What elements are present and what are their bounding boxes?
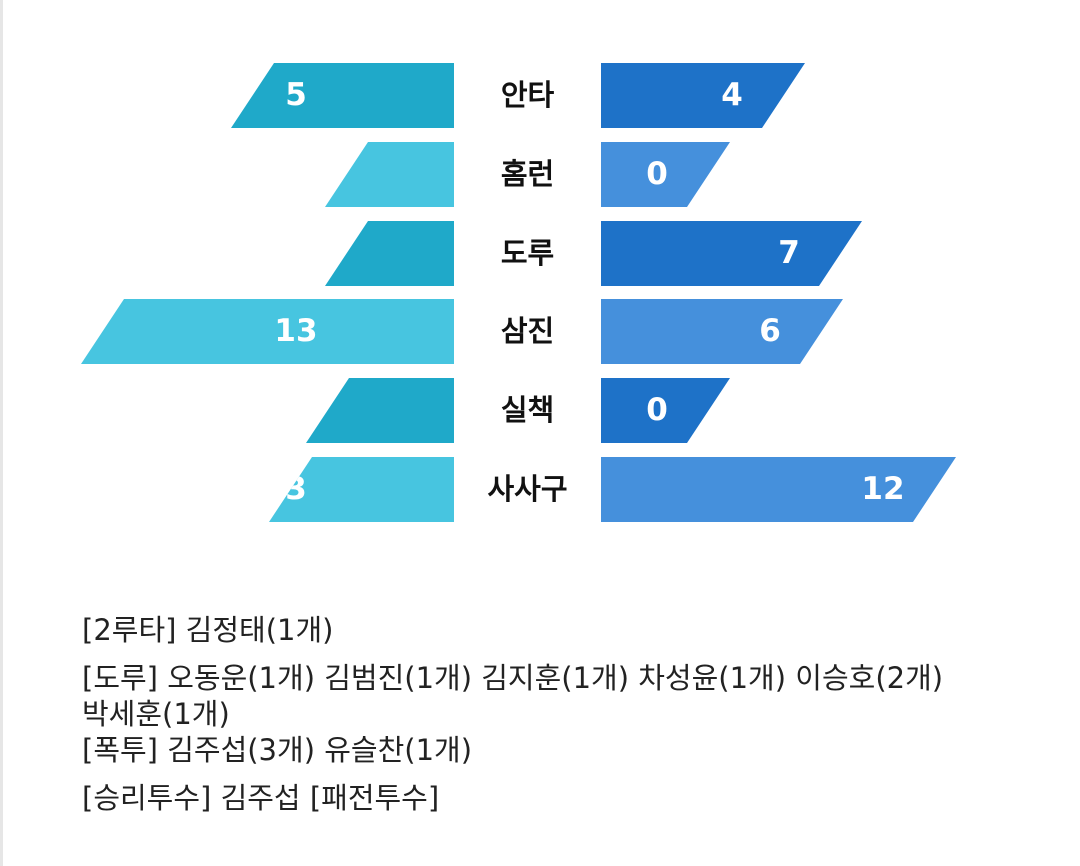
home-bar: 12: [601, 457, 956, 522]
away-bar: 0: [325, 142, 454, 207]
home-value: 7: [778, 235, 800, 271]
stat-label: 도루: [500, 236, 555, 270]
stat-label: 삼진: [500, 314, 555, 348]
stat-label: 사사구: [487, 472, 568, 506]
away-bar: 3: [269, 457, 454, 522]
note-steals-cont: 박세훈(1개): [82, 697, 230, 731]
home-value: 0: [646, 156, 668, 192]
away-value: 5: [285, 77, 307, 113]
stat-row-errors: 1 실책 0: [0, 378, 1080, 443]
home-value: 6: [759, 313, 781, 349]
stat-label: 홈런: [500, 157, 555, 191]
away-value: 1: [285, 392, 307, 428]
away-value: 0: [325, 142, 326, 207]
note-wild-pitch: [폭투] 김주섭(3개) 유슬찬(1개): [82, 733, 473, 767]
home-bar: 4: [601, 63, 805, 128]
away-value: 3: [285, 471, 307, 507]
note-doubles: [2루타] 김정태(1개): [82, 613, 334, 647]
home-bar: 7: [601, 221, 862, 286]
left-edge-line: [0, 0, 3, 866]
home-value: 0: [646, 392, 668, 428]
note-steals: [도루] 오동운(1개) 김범진(1개) 김지훈(1개) 차성윤(1개) 이승호…: [82, 661, 944, 695]
home-value: 4: [721, 77, 743, 113]
stat-row-strikeouts: 13 삼진 6: [0, 299, 1080, 364]
away-bar: 13: [81, 299, 454, 364]
stat-row-steals: 0 도루 7: [0, 221, 1080, 286]
away-value: 0: [325, 221, 326, 286]
away-bar: 0: [325, 221, 454, 286]
stat-row-hits: 5 안타 4: [0, 63, 1080, 128]
stat-label: 안타: [500, 78, 555, 112]
note-pitchers: [승리투수] 김주섭 [패전투수]: [82, 781, 440, 815]
away-bar: 1: [306, 378, 454, 443]
stat-label: 실책: [500, 393, 555, 427]
stat-row-walks: 3 사사구 12: [0, 457, 1080, 522]
game-notes: [2루타] 김정태(1개) [도루] 오동운(1개) 김범진(1개) 김지훈(1…: [82, 612, 1042, 816]
stat-row-homeruns: 0 홈런 0: [0, 142, 1080, 207]
home-value: 12: [861, 471, 905, 507]
home-bar: 0: [601, 142, 730, 207]
away-value: 13: [274, 313, 318, 349]
home-bar: 0: [601, 378, 730, 443]
home-bar: 6: [601, 299, 843, 364]
away-bar: 5: [231, 63, 454, 128]
